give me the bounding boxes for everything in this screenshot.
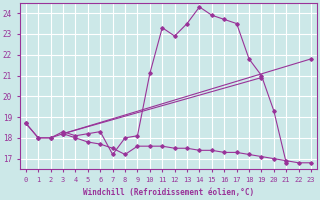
X-axis label: Windchill (Refroidissement éolien,°C): Windchill (Refroidissement éolien,°C) (83, 188, 254, 197)
